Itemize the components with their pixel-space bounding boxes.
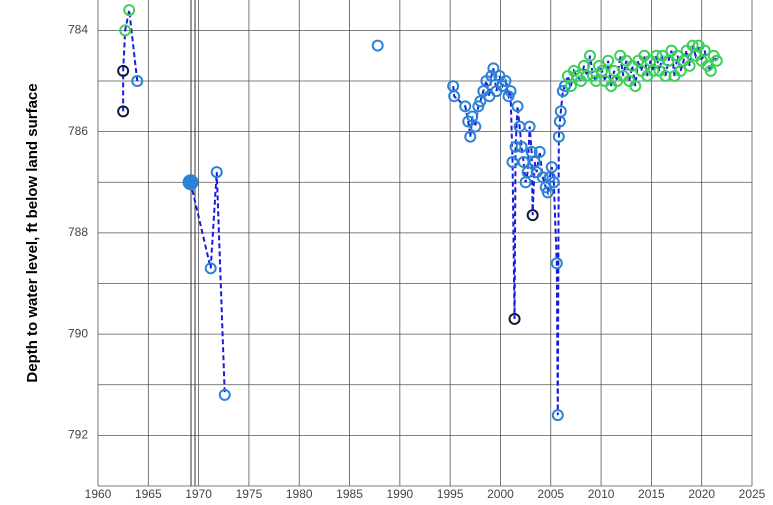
data-point (647, 64, 660, 77)
data-point (650, 49, 663, 62)
data-point (117, 105, 130, 118)
y-tick-label: 786 (68, 124, 88, 138)
data-point (487, 62, 500, 75)
y-tick-label: 790 (68, 326, 88, 340)
data-point (511, 100, 524, 113)
x-tick-label: 2000 (487, 487, 514, 501)
x-tick-label: 2010 (588, 487, 615, 501)
data-point (506, 156, 519, 168)
x-tick-label: 1985 (336, 487, 363, 501)
data-point (552, 130, 565, 143)
data-point (629, 80, 642, 93)
data-point (710, 54, 723, 67)
data-point (469, 120, 482, 133)
y-tick-label: 784 (68, 23, 88, 37)
x-tick-label: 2025 (739, 487, 766, 501)
data-point (704, 64, 717, 77)
x-tick-label: 1965 (135, 487, 162, 501)
data-point (602, 54, 615, 67)
data-point (509, 140, 522, 153)
data-point (218, 388, 231, 401)
data-point (698, 44, 711, 57)
data-point (371, 39, 384, 52)
x-tick-label: 1970 (185, 487, 212, 501)
data-point (448, 90, 461, 103)
data-point (551, 409, 564, 422)
marks (117, 4, 723, 422)
water-level-line (122, 9, 139, 112)
water-level-line (189, 172, 226, 395)
data-point (499, 75, 512, 87)
data-point (119, 24, 132, 37)
data-point (131, 75, 144, 87)
data-point (545, 161, 558, 174)
x-tick-label: 2020 (688, 487, 715, 501)
data-point (547, 176, 560, 189)
data-point (517, 156, 530, 168)
y-tick-label: 792 (68, 428, 88, 442)
data-point (123, 4, 136, 17)
x-tick-label: 1960 (85, 487, 112, 501)
y-tick-label: 788 (68, 225, 88, 239)
data-point (504, 85, 517, 98)
data-point (210, 166, 223, 179)
data-point (182, 174, 199, 191)
data-point (564, 80, 577, 93)
data-point (580, 69, 593, 82)
data-point (550, 257, 563, 270)
data-point (117, 64, 130, 77)
data-point (464, 130, 477, 143)
data-point (204, 262, 217, 275)
data-point (508, 312, 521, 325)
data-point (541, 186, 554, 199)
x-tick-label: 2005 (537, 487, 564, 501)
data-point (554, 105, 567, 118)
data-point (526, 209, 539, 222)
x-tick-label: 1975 (236, 487, 263, 501)
data-point (533, 145, 546, 158)
x-tick-label: 1990 (386, 487, 413, 501)
x-tick-label: 1980 (286, 487, 313, 501)
data-point (485, 69, 498, 82)
data-point (523, 120, 536, 133)
data-point (584, 49, 597, 62)
data-point (459, 100, 472, 113)
data-point (683, 59, 696, 72)
x-tick-label: 1995 (437, 487, 464, 501)
x-tick-label: 2015 (638, 487, 665, 501)
grid: 784 786 788 790 792 1960 1965 1970 1975 1980 1985 1… (68, 0, 766, 501)
data-point (515, 140, 528, 153)
y-axis-label: Depth to water level, ft below land surf… (24, 83, 41, 382)
